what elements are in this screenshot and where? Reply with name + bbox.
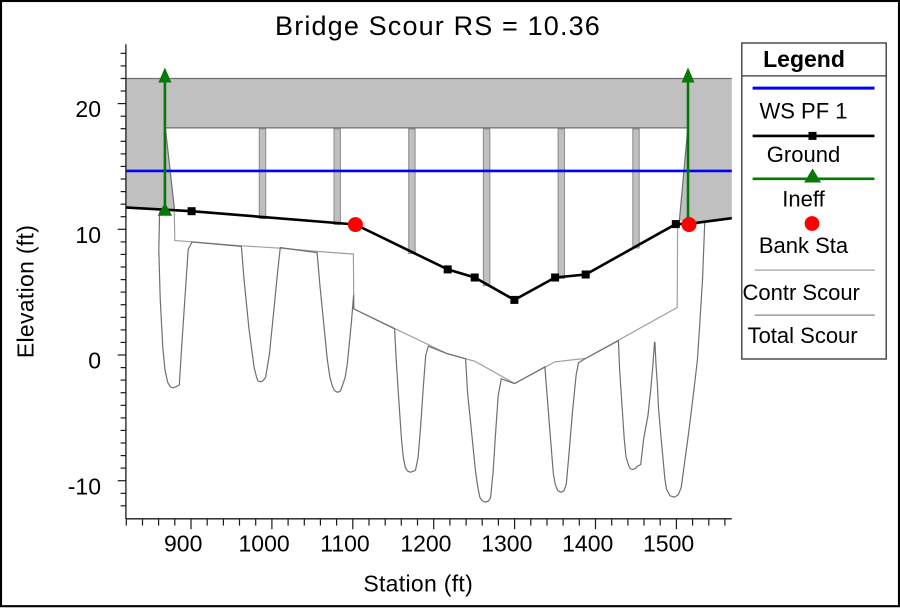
svg-text:WS PF 1: WS PF 1	[759, 99, 847, 124]
svg-text:Elevation (ft): Elevation (ft)	[13, 225, 39, 358]
svg-text:20: 20	[75, 96, 101, 122]
svg-text:900: 900	[164, 531, 202, 557]
svg-text:Bridge Scour RS = 10.36: Bridge Scour RS = 10.36	[275, 11, 601, 41]
svg-text:Bank Sta: Bank Sta	[759, 233, 849, 258]
svg-text:Ground: Ground	[767, 142, 840, 167]
svg-text:1000: 1000	[239, 531, 290, 557]
svg-text:Ineff: Ineff	[782, 187, 825, 212]
svg-text:1400: 1400	[562, 531, 613, 557]
svg-text:0: 0	[88, 348, 101, 374]
svg-text:Contr Scour: Contr Scour	[743, 280, 860, 305]
svg-text:1100: 1100	[320, 531, 369, 557]
svg-text:Legend: Legend	[763, 46, 845, 72]
svg-text:10: 10	[75, 222, 101, 248]
svg-text:1200: 1200	[400, 531, 451, 557]
svg-text:1500: 1500	[643, 531, 694, 557]
svg-text:-10: -10	[68, 473, 101, 499]
svg-text:1300: 1300	[481, 531, 532, 557]
svg-text:Station (ft): Station (ft)	[363, 571, 473, 597]
svg-text:Total Scour: Total Scour	[748, 323, 858, 348]
